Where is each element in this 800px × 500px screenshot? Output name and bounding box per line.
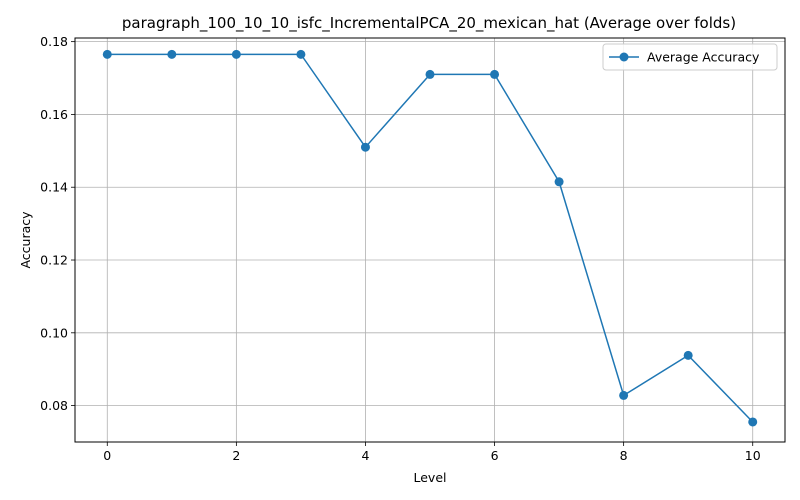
y-tick-label: 0.12 — [40, 253, 68, 268]
y-tick-label: 0.18 — [40, 34, 68, 49]
data-point-marker — [231, 49, 241, 59]
data-point-marker — [490, 69, 500, 79]
data-point-marker — [425, 69, 435, 79]
legend-label: Average Accuracy — [647, 50, 760, 65]
data-point-marker — [619, 390, 629, 400]
series-line — [107, 53, 754, 423]
grid-lines — [75, 38, 785, 442]
y-tick-label: 0.14 — [40, 180, 68, 195]
x-tick-label: 2 — [232, 448, 240, 463]
x-tick-label: 8 — [620, 448, 628, 463]
data-point-marker — [748, 417, 758, 427]
legend-marker-swatch — [619, 52, 629, 62]
data-point-marker — [167, 49, 177, 59]
legend: Average Accuracy — [602, 43, 778, 71]
chart-title: paragraph_100_10_10_isfc_IncrementalPCA_… — [122, 14, 736, 33]
x-tick-label: 6 — [491, 448, 499, 463]
y-tick-label: 0.10 — [40, 325, 68, 340]
x-tick-label: 4 — [361, 448, 369, 463]
data-point-marker — [683, 350, 693, 360]
data-point-marker — [102, 49, 112, 59]
data-point-marker — [360, 142, 370, 152]
y-axis-label: Accuracy — [18, 211, 33, 269]
x-tick-label: 0 — [103, 448, 111, 463]
y-tick-label: 0.16 — [40, 107, 68, 122]
legend-box — [602, 43, 778, 71]
series-layer — [102, 49, 758, 427]
x-tick-label: 10 — [745, 448, 761, 463]
x-axis-label: Level — [414, 470, 447, 485]
y-tick-label: 0.08 — [40, 398, 68, 413]
data-point-marker — [554, 177, 564, 187]
axis-ticks: 0 2 4 6 8 10 0.08 0.10 0.12 0.14 0.16 0.18 — [40, 34, 761, 463]
data-point-marker — [296, 49, 306, 59]
plot-area-frame — [74, 37, 786, 443]
